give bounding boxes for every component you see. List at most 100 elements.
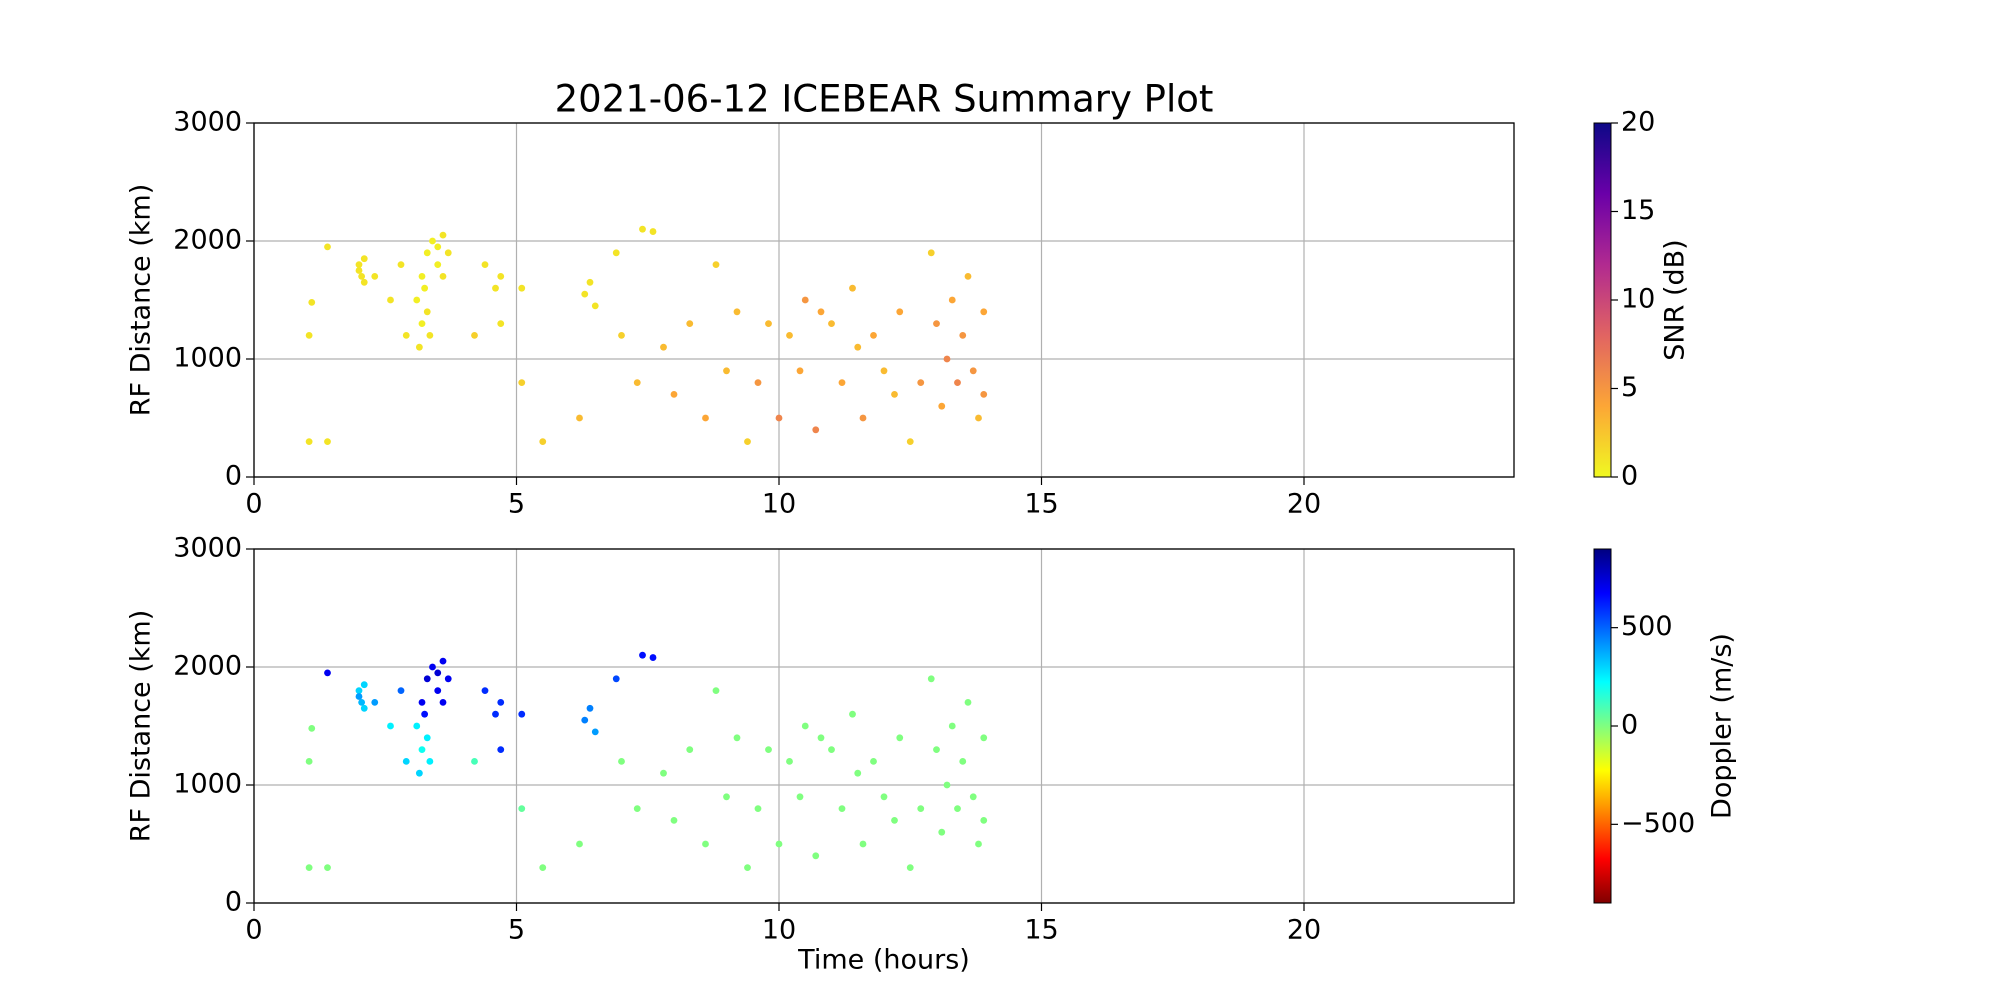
data-point (497, 273, 505, 280)
data-point (880, 367, 888, 375)
axes-frame (253, 122, 1515, 478)
data-point (434, 687, 442, 694)
data-point (670, 817, 678, 824)
data-point (415, 769, 423, 777)
data-point (471, 758, 478, 765)
data-point (980, 817, 988, 824)
x-tick-label: 20 (1287, 489, 1321, 520)
data-point (969, 367, 977, 375)
data-point (817, 308, 825, 316)
data-point (828, 746, 835, 753)
data-point (896, 308, 904, 316)
data-point (880, 793, 888, 801)
data-point (481, 687, 489, 694)
data-point (801, 296, 809, 304)
data-point (576, 414, 583, 422)
data-point (639, 651, 646, 659)
data-point (439, 699, 447, 706)
data-point (980, 308, 988, 316)
data-point (812, 426, 820, 434)
data-point (591, 302, 599, 310)
data-point (418, 699, 426, 706)
data-point (497, 746, 505, 753)
data-point (702, 414, 709, 422)
data-point (355, 267, 363, 274)
data-point (733, 308, 741, 316)
data-point (371, 273, 379, 280)
data-point (413, 722, 421, 730)
data-point (612, 249, 620, 257)
data-point (969, 793, 977, 801)
data-point (849, 284, 856, 292)
data-point (954, 805, 961, 812)
data-point (660, 343, 667, 351)
data-point (358, 273, 366, 280)
data-point (633, 805, 641, 812)
data-point (712, 261, 720, 268)
data-point (854, 343, 862, 351)
data-point (360, 704, 368, 712)
data-point (324, 438, 331, 445)
colorbar-label: SNR (dB) (1660, 239, 1691, 360)
data-point (938, 828, 946, 836)
data-point (812, 852, 820, 860)
data-point (702, 840, 709, 848)
data-point (744, 864, 751, 871)
data-point (518, 805, 526, 812)
data-point (497, 320, 505, 327)
y-tick-label: 0 (225, 887, 242, 918)
data-point (423, 675, 431, 683)
data-point (591, 728, 599, 736)
data-point (434, 243, 442, 251)
x-tick-label: 5 (508, 489, 525, 520)
data-point (754, 805, 762, 812)
data-point (324, 864, 331, 871)
y-tick-label: 3000 (173, 533, 242, 564)
data-point (954, 379, 961, 386)
data-point (415, 343, 423, 351)
data-point (933, 746, 940, 753)
colorbar-tick-label: 0 (1621, 710, 1638, 741)
data-point (308, 724, 316, 732)
data-point (539, 864, 547, 871)
colorbar-tick-label: 10 (1621, 284, 1655, 315)
data-point (975, 840, 982, 848)
data-point (786, 332, 793, 339)
y-tick-label: 1000 (173, 769, 242, 800)
data-point (324, 669, 331, 677)
data-point (906, 864, 914, 871)
data-point (786, 758, 793, 765)
data-point (355, 687, 363, 694)
x-tick-label: 0 (245, 915, 262, 946)
colorbar-tick-label: 5 (1621, 372, 1638, 403)
y-tick-label: 2000 (173, 651, 242, 682)
colorbar-tick-label: 0 (1621, 461, 1638, 492)
data-point (305, 864, 313, 871)
data-point (305, 332, 313, 339)
data-point (838, 805, 846, 812)
data-point (964, 273, 972, 280)
x-tick-label: 5 (508, 915, 525, 946)
data-point (612, 675, 620, 683)
y-tick-label: 3000 (173, 107, 242, 138)
data-point (492, 284, 499, 292)
data-point (360, 278, 368, 286)
data-point (439, 231, 447, 239)
data-point (305, 758, 313, 765)
data-point (980, 391, 988, 398)
data-point (817, 734, 825, 742)
data-point (518, 710, 526, 718)
data-point (439, 273, 447, 280)
x-tick-label: 10 (762, 489, 796, 520)
data-point (801, 722, 809, 730)
x-tick-label: 0 (245, 489, 262, 520)
x-axis-label: Time (hours) (797, 945, 970, 976)
data-point (649, 228, 657, 235)
data-point (426, 332, 434, 339)
data-point (518, 379, 526, 386)
colorbar (1593, 122, 1612, 478)
data-point (418, 320, 426, 327)
data-point (397, 261, 405, 268)
data-point (959, 758, 967, 765)
